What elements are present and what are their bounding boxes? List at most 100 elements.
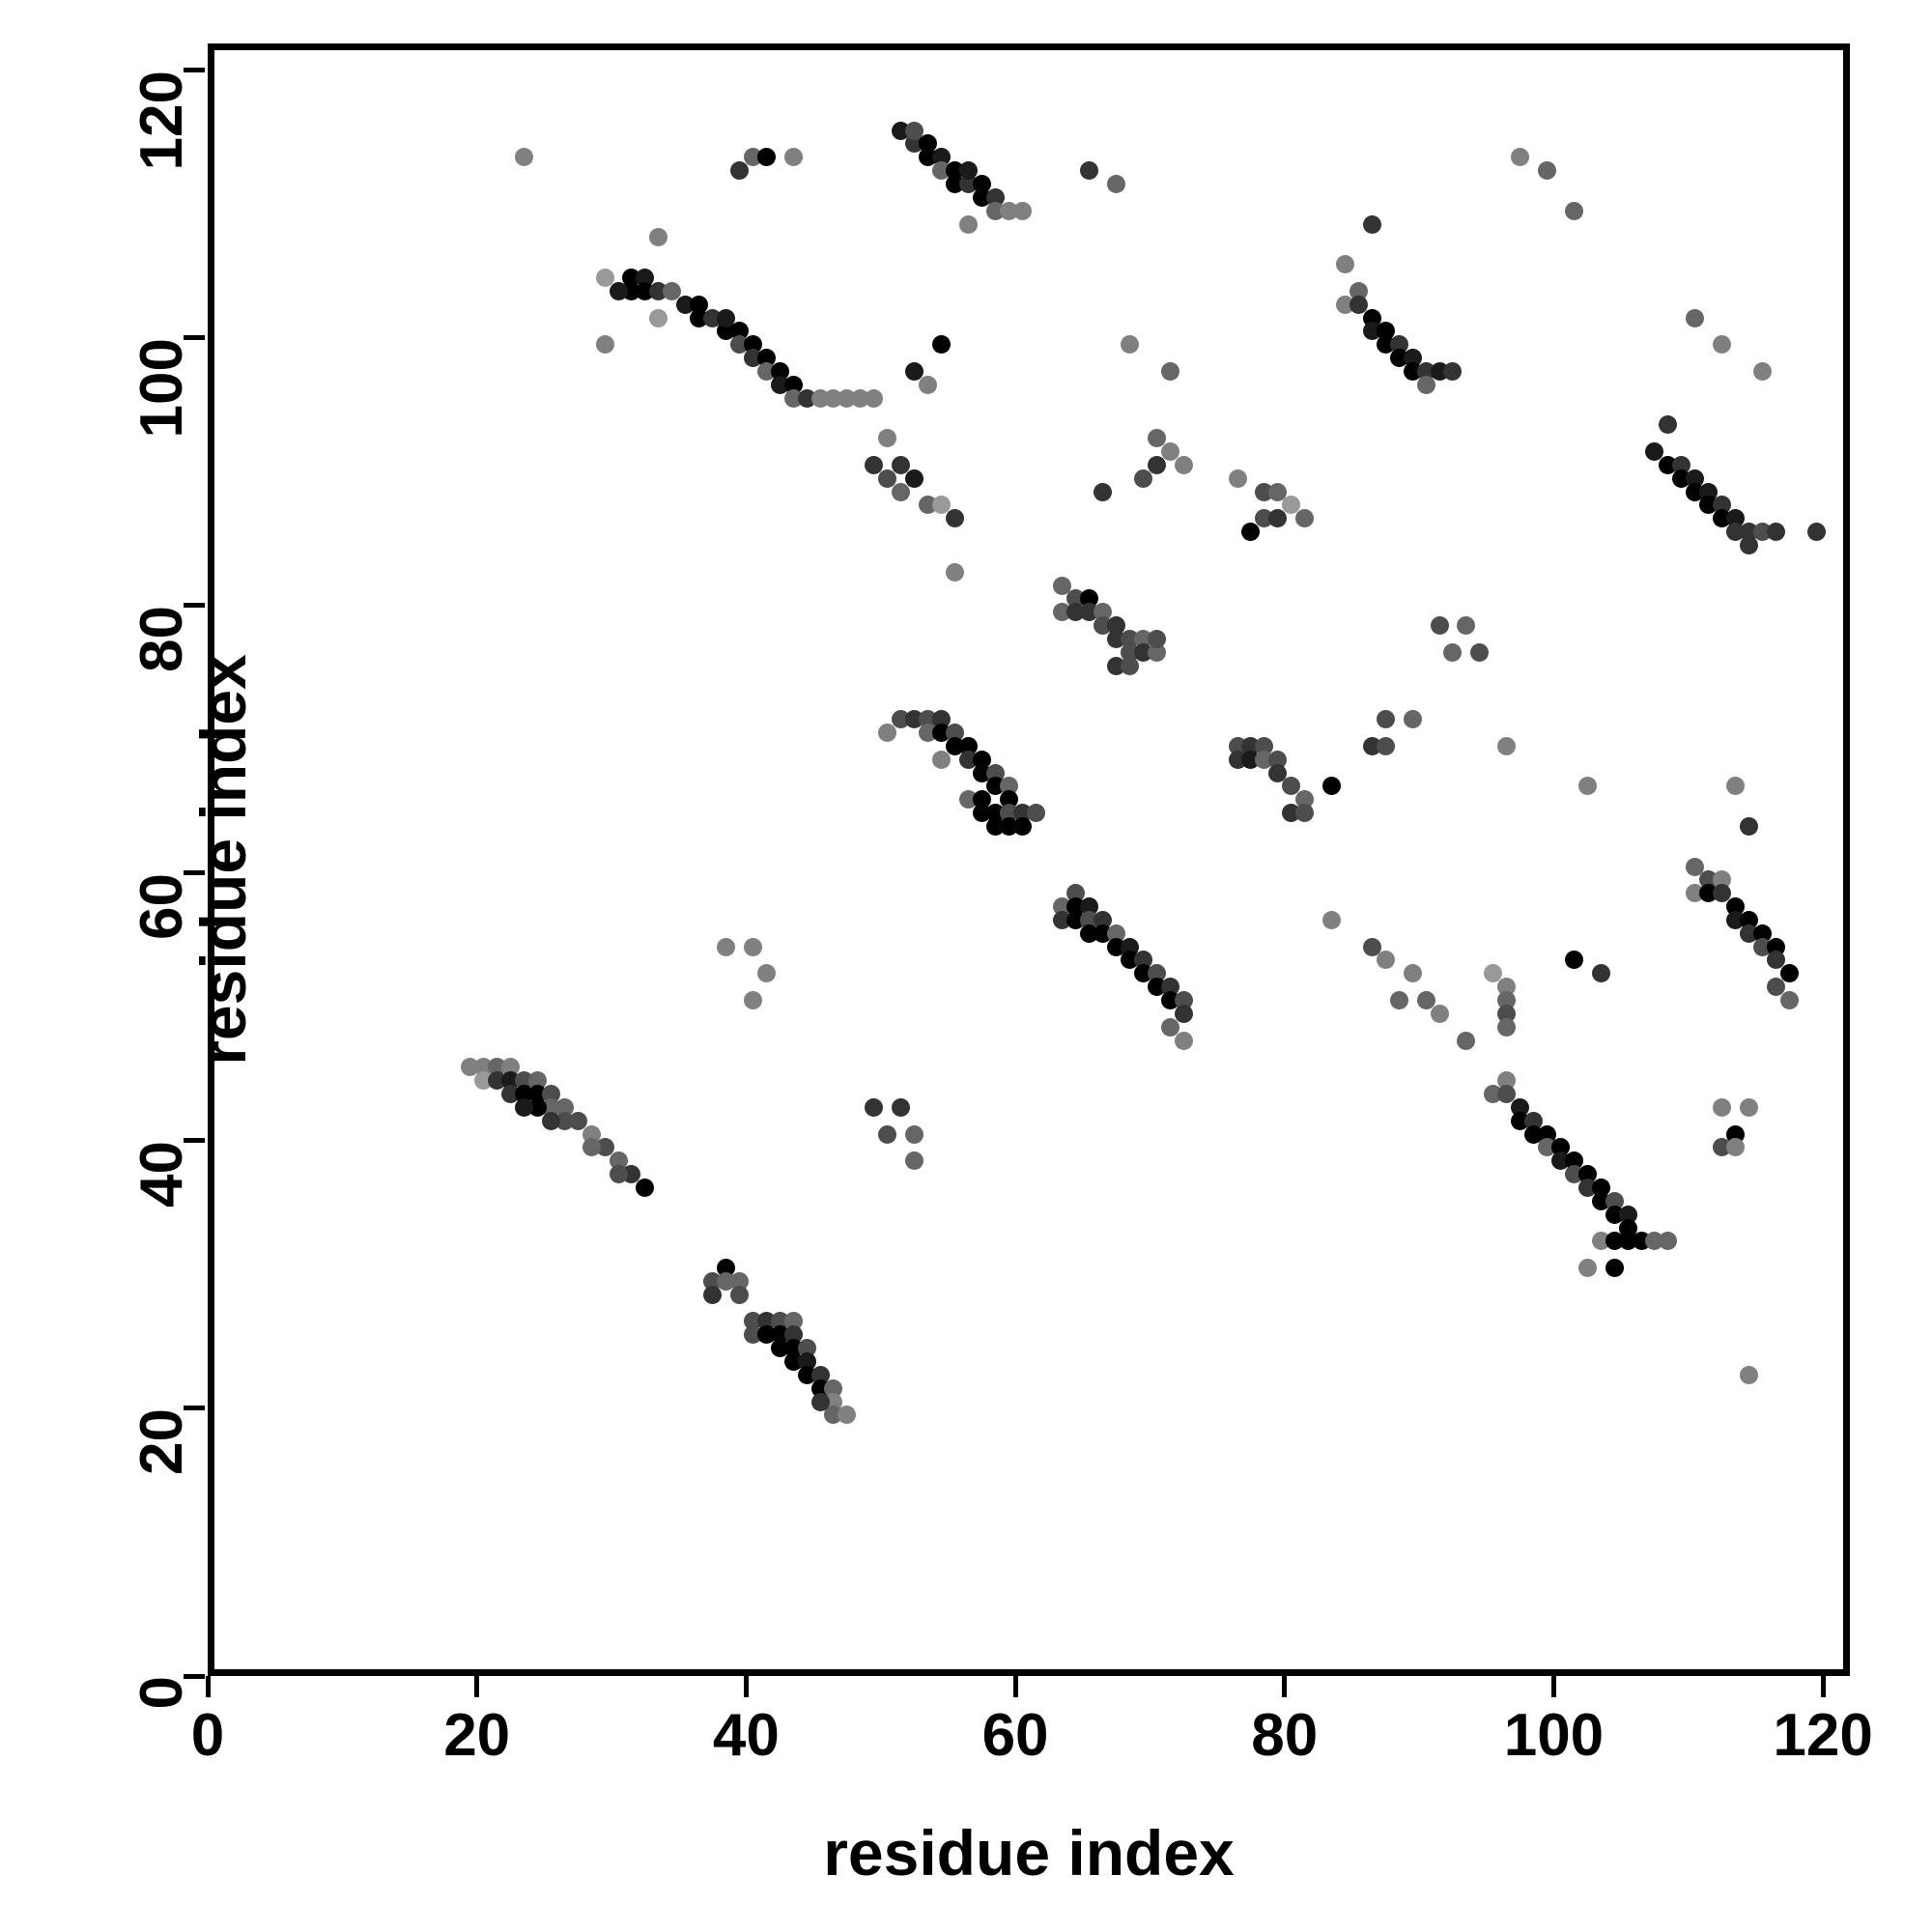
contact-point [1403,710,1422,729]
x-tick-label: 20 [443,1702,511,1769]
contact-point [1389,991,1408,1010]
x-tick-label: 40 [712,1702,780,1769]
contact-point [1430,1004,1449,1023]
contact-point [892,455,911,474]
contact-point [865,1097,884,1117]
contact-point [595,268,614,287]
y-tick-mark [184,1673,205,1679]
contact-point [931,335,951,355]
contact-point [1268,509,1288,528]
contact-point [1295,509,1315,528]
contact-point [1322,777,1342,796]
contact-point [945,509,964,528]
contact-point [609,1165,628,1184]
contact-point [1403,964,1422,983]
contact-point [1752,361,1772,381]
contact-point [1713,335,1732,355]
contact-point [1094,482,1113,501]
contact-point [878,469,897,488]
contact-point [1740,536,1759,555]
contact-point [1779,991,1799,1010]
contact-point [1740,1097,1759,1117]
contact-point [636,1178,655,1197]
contact-point [514,148,533,167]
x-tick-label: 60 [981,1702,1049,1769]
contact-point [905,469,924,488]
contact-point [1322,910,1342,929]
contact-point [1335,255,1354,274]
contact-point [1376,736,1395,755]
contact-point [892,482,911,501]
contact-point [568,1111,587,1130]
contact-point [1497,1084,1517,1103]
x-tick-label: 80 [1251,1702,1319,1769]
contact-point [1659,1232,1678,1251]
contact-point [1416,375,1435,394]
contact-point [1376,951,1395,970]
contact-point [1012,201,1032,220]
contact-point [958,161,978,181]
contact-point [1080,161,1099,181]
contact-point [1470,642,1490,662]
contact-point [1511,148,1530,167]
contact-point [865,388,884,408]
contact-point [892,1097,911,1117]
contact-point [1564,201,1583,220]
contact-point [729,161,749,181]
contact-point [1430,616,1449,636]
contact-point [905,1151,924,1171]
contact-point [1457,1031,1476,1050]
x-tick-mark [743,1676,749,1697]
scatter-points-layer [214,50,1843,1669]
contact-point [756,148,776,167]
contact-point [514,1097,533,1117]
contact-point [1605,1259,1624,1278]
contact-point [1577,777,1597,796]
y-tick-label: 0 [128,1676,195,1710]
x-tick-mark [205,1676,211,1697]
contact-point [527,1097,547,1117]
contact-point [1726,777,1746,796]
contact-point [1121,656,1140,675]
contact-point [1443,642,1463,662]
contact-point [865,455,884,474]
contact-point [582,1138,601,1157]
x-axis-label: residue index [823,1817,1235,1889]
contact-point [1107,175,1126,194]
contact-point [958,214,978,234]
contact-point [905,361,924,381]
y-tick-label: 40 [128,1140,195,1208]
contact-point [1645,442,1664,462]
y-tick-label: 20 [128,1407,195,1475]
x-tick-mark [1550,1676,1556,1697]
contact-point [1026,804,1045,823]
contact-point [1268,482,1288,501]
contact-point [717,308,735,327]
contact-point [1147,455,1166,474]
contact-point [1740,1365,1759,1384]
contact-point [1659,415,1678,435]
contact-point [663,281,682,300]
contact-point [1605,1205,1624,1224]
contact-point [1160,361,1179,381]
contact-point [1779,964,1799,983]
contact-point [1740,816,1759,836]
x-tick-mark [474,1676,480,1697]
plot-area [208,43,1850,1676]
contact-point [649,308,668,327]
x-tick-mark [1012,1676,1018,1697]
contact-point [1416,991,1435,1010]
contact-point [1362,214,1381,234]
contact-point [1564,951,1583,970]
contact-point [729,1285,749,1304]
contact-point [595,335,614,355]
contact-point [1806,523,1826,542]
contact-point [783,148,803,167]
contact-point [1160,1017,1179,1037]
contact-point [1174,1004,1193,1023]
x-tick-label: 100 [1503,1702,1605,1769]
y-tick-label: 80 [128,605,195,672]
contact-point [1349,295,1368,314]
y-tick-mark [184,1406,205,1411]
